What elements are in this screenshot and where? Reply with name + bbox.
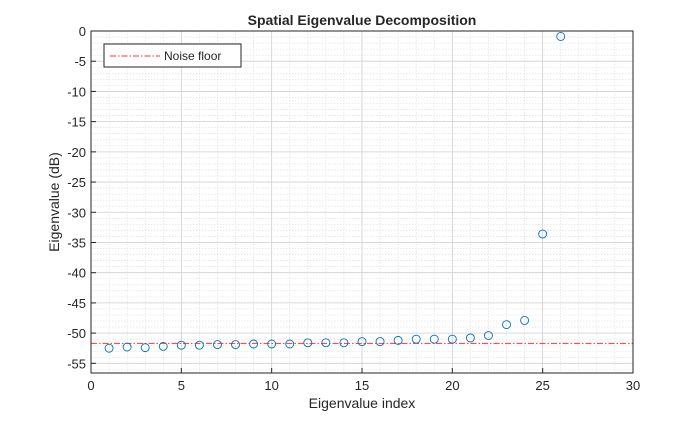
grid xyxy=(90,30,634,373)
data-point xyxy=(447,334,457,344)
x-tick-label: 25 xyxy=(535,378,549,393)
y-tick-label: -30 xyxy=(67,205,86,220)
data-point xyxy=(321,338,331,348)
data-point xyxy=(158,341,168,351)
tick-labels: 0 5 10 15 20 25 30 0 -5 -10 -15 -20 -25 -30 -35 -40 -45 -… xyxy=(67,24,640,393)
data-point xyxy=(465,333,475,343)
data-point xyxy=(303,338,313,348)
y-tick-label: -45 xyxy=(67,296,86,311)
data-point xyxy=(140,343,150,353)
data-points xyxy=(91,31,633,353)
y-tick-label: 0 xyxy=(79,24,86,39)
x-tick-label: 20 xyxy=(445,378,459,393)
y-tick-label: -55 xyxy=(67,356,86,371)
x-tick-label: 0 xyxy=(87,378,94,393)
data-point xyxy=(285,339,295,349)
data-point xyxy=(194,340,204,350)
data-point xyxy=(104,343,114,353)
y-tick-label: -15 xyxy=(67,115,86,130)
legend-noise-label: Noise floor xyxy=(164,49,221,63)
data-point xyxy=(213,340,222,350)
x-tick-label: 30 xyxy=(626,378,640,393)
data-point xyxy=(393,335,403,345)
data-point xyxy=(429,334,439,344)
data-point xyxy=(556,31,566,41)
data-point xyxy=(176,340,186,350)
data-point xyxy=(357,337,367,347)
data-point xyxy=(339,338,349,348)
data-point xyxy=(411,334,421,344)
y-tick-label: -10 xyxy=(67,84,86,99)
x-tick-label: 15 xyxy=(355,378,369,393)
data-point xyxy=(538,229,548,239)
y-tick-label: -20 xyxy=(67,145,86,160)
x-tick-label: 5 xyxy=(178,378,185,393)
y-tick-label: -25 xyxy=(67,175,86,190)
y-tick-label: -35 xyxy=(67,235,86,250)
data-point xyxy=(520,315,530,325)
y-axis-label: Eigenvalue (dB) xyxy=(46,152,62,252)
y-tick-label: -5 xyxy=(74,54,86,69)
y-tick-label: -40 xyxy=(67,266,86,281)
chart-title: Spatial Eigenvalue Decomposition xyxy=(248,12,477,28)
legend: Noise floor xyxy=(103,43,242,68)
x-axis-label: Eigenvalue index xyxy=(309,395,416,411)
x-tick-label: 10 xyxy=(264,378,278,393)
data-point xyxy=(231,340,240,350)
data-point xyxy=(249,339,259,349)
data-point xyxy=(267,339,277,349)
legend-box xyxy=(103,43,242,68)
data-point xyxy=(502,320,511,330)
y-tick-label: -50 xyxy=(67,326,86,341)
data-point xyxy=(375,337,385,347)
data-point xyxy=(484,331,493,340)
data-point xyxy=(122,342,132,352)
